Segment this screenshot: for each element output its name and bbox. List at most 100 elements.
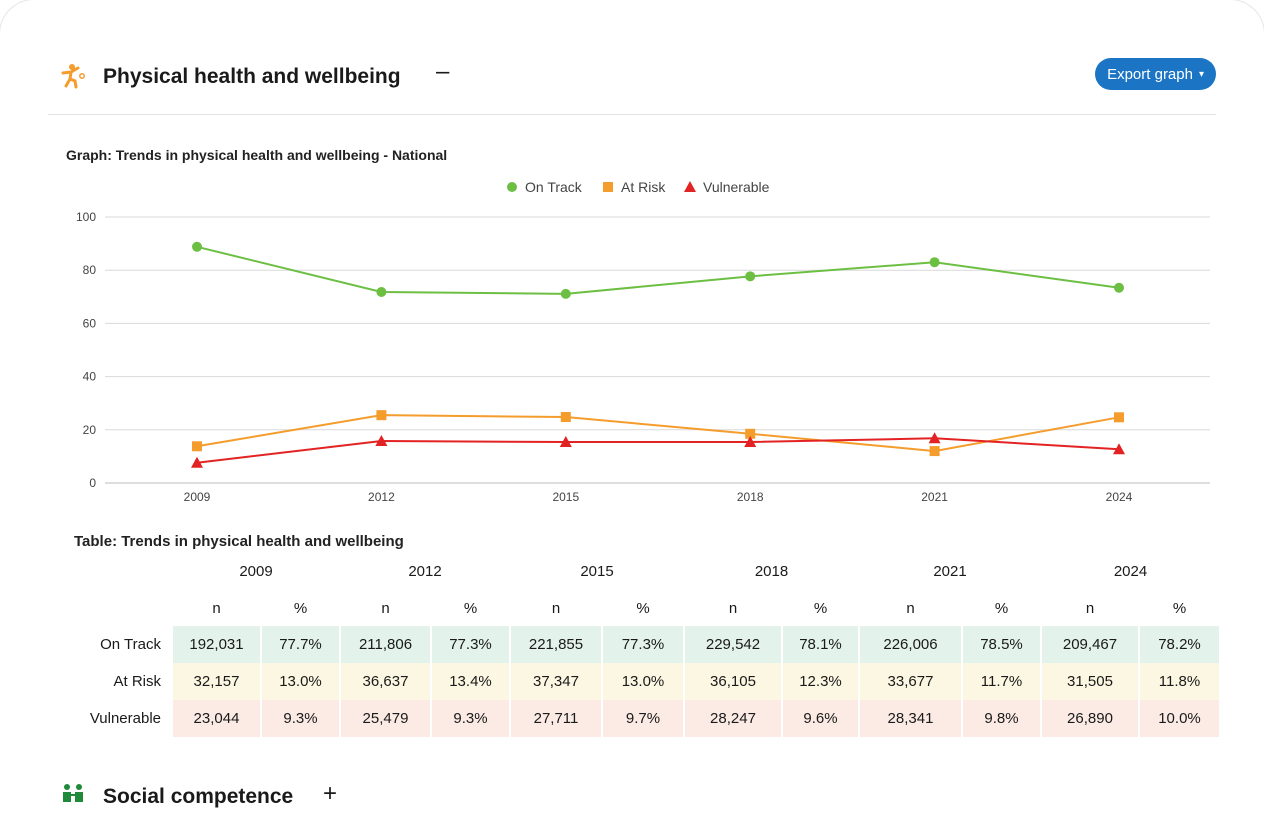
trend-line-chart: 0 20 40 60 80 100 2009 2012 2015 2018 2021 2024 On T… (76, 179, 1210, 504)
table-cell: 9.6% (783, 700, 858, 737)
table-cell: 9.8% (963, 700, 1040, 737)
social-competence-title: Social competence (103, 785, 294, 808)
table-cell: 226,006 (860, 626, 961, 663)
row-label: On Track (100, 636, 161, 653)
at-risk-series-line (196, 414, 1120, 453)
pct-header: % (813, 599, 828, 617)
trend-table: 2009 2012 2015 2018 2021 2024 n % n % n … (72, 552, 1221, 737)
vulnerable-data-point (1113, 443, 1125, 455)
x-tick-label: 2009 (184, 490, 211, 504)
year-header: 2018 (754, 562, 789, 580)
y-tick-label: 0 (89, 476, 96, 490)
collapse-toggle-button[interactable]: – (436, 58, 450, 85)
pct-header: % (636, 599, 650, 617)
table-cell: 28,247 (685, 700, 781, 737)
year-header: 2009 (239, 562, 273, 580)
y-tick-label: 60 (83, 316, 97, 330)
pct-header: % (994, 599, 1009, 617)
social-competence-header[interactable]: Social competence + (48, 780, 448, 820)
year-header: 2021 (933, 562, 967, 580)
table-cell: 192,031 (173, 626, 260, 663)
corner-cell (74, 590, 171, 626)
table-cell: 78.2% (1140, 626, 1219, 663)
vulnerable-data-point (559, 436, 572, 448)
table-cell: 25,479 (341, 700, 430, 737)
table-cell: 26,890 (1042, 700, 1138, 737)
at-risk-legend-label: At Risk (621, 179, 666, 195)
table-cell: 221,855 (511, 626, 601, 663)
table-cell: 32,157 (173, 663, 260, 700)
y-tick-label: 80 (83, 263, 97, 277)
on-track-data-point (192, 241, 202, 252)
table-cell: 13.0% (262, 663, 339, 700)
row-label: Vulnerable (89, 710, 161, 727)
table-cell: 13.0% (603, 663, 683, 700)
table-cell: 9.3% (432, 700, 509, 737)
year-header: 2012 (408, 562, 442, 580)
table-cell: 77.3% (432, 626, 509, 663)
section-title: Physical health and wellbeing (103, 65, 401, 88)
table-cell: 78.1% (783, 626, 858, 663)
pct-header: % (293, 599, 308, 617)
x-tick-label: 2015 (552, 490, 579, 504)
table-cell: 77.3% (603, 626, 683, 663)
on-track-series-line (196, 245, 1120, 295)
on-track-legend-label: On Track (525, 179, 583, 195)
n-header: n (551, 599, 561, 617)
on-track-data-point (376, 287, 387, 298)
table-cell: 12.3% (783, 663, 858, 700)
year-header: 2024 (1113, 562, 1148, 580)
at-risk-data-point (376, 410, 387, 421)
table-cell: 229,542 (685, 626, 781, 663)
graph-title: Graph: Trends in physical health and wel… (66, 147, 448, 163)
table-row-on-track: On Track 192,031 77.7% 211,806 77.3% 221… (74, 626, 1219, 663)
n-header: n (728, 599, 738, 617)
table-cell: 211,806 (341, 626, 430, 663)
running-person-icon (61, 64, 85, 89)
table-cell: 33,677 (860, 663, 961, 700)
table-cell: 11.8% (1140, 663, 1219, 700)
vulnerable-data-point (375, 434, 388, 446)
vulnerable-series-line (196, 437, 1120, 464)
on-track-legend-marker (507, 182, 517, 192)
table-cell: 9.3% (262, 700, 339, 737)
export-graph-button[interactable]: Export graph ▾ (1095, 58, 1216, 90)
y-tick-label: 40 (83, 370, 97, 384)
table-cell: 28,341 (860, 700, 961, 737)
table-cell: 37,347 (511, 663, 601, 700)
pct-header: % (463, 599, 478, 617)
at-risk-legend-marker (603, 182, 613, 192)
table-cell: 31,505 (1042, 663, 1138, 700)
x-tick-label: 2018 (737, 490, 764, 504)
unit-header-row: n % n % n % n % n % n % (74, 590, 1219, 626)
caret-down-icon: ▾ (1198, 68, 1204, 80)
table-cell: 23,044 (173, 700, 260, 737)
expand-toggle-button[interactable]: + (323, 780, 338, 807)
table-title: Table: Trends in physical health and wel… (74, 533, 404, 550)
n-header: n (381, 599, 390, 617)
vulnerable-legend-label: Vulnerable (703, 179, 770, 195)
table-cell: 11.7% (963, 663, 1040, 700)
year-header: 2015 (580, 562, 614, 580)
on-track-data-point (745, 271, 756, 282)
section-header: Physical health and wellbeing – Export g… (48, 52, 1216, 115)
row-label: At Risk (113, 673, 161, 690)
table-row-vulnerable: Vulnerable 23,044 9.3% 25,479 9.3% 27,71… (74, 700, 1219, 737)
vulnerable-data-point (928, 432, 941, 444)
y-tick-label: 20 (83, 423, 97, 437)
export-graph-label: Export graph (1107, 65, 1193, 83)
table-cell: 77.7% (262, 626, 339, 663)
table-cell: 78.5% (963, 626, 1040, 663)
at-risk-data-point (560, 412, 571, 423)
on-track-data-point (560, 288, 571, 299)
table-cell: 36,105 (685, 663, 781, 700)
at-risk-data-point (929, 446, 940, 457)
pct-header: % (1172, 599, 1187, 617)
year-header-row: 2009 2012 2015 2018 2021 2024 (74, 552, 1219, 590)
vulnerable-data-point (744, 436, 757, 448)
corner-cell (74, 552, 171, 590)
y-tick-label: 100 (76, 210, 96, 224)
on-track-data-point (929, 257, 940, 268)
at-risk-data-point (192, 441, 202, 452)
n-header: n (906, 599, 915, 617)
